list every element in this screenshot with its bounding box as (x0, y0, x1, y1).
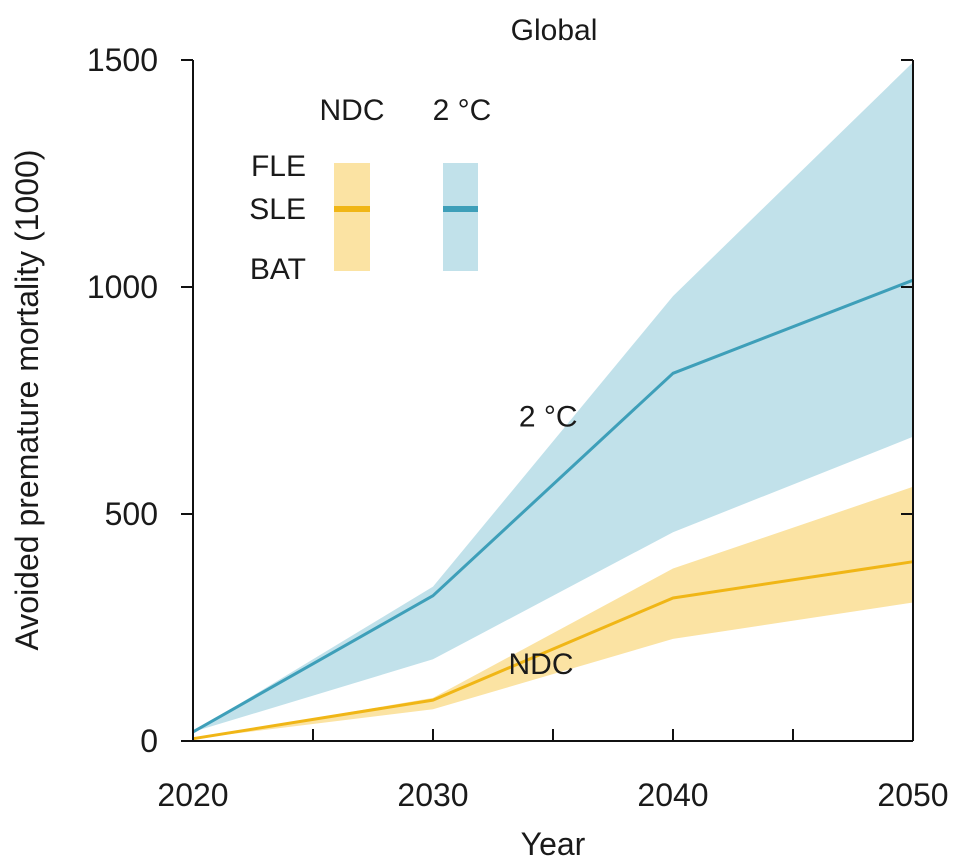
x-tick-label: 2050 (877, 777, 948, 813)
series-annotation: 2 °C (519, 400, 578, 433)
legend-row-sle: SLE (249, 193, 306, 226)
x-tick-label: 2030 (397, 777, 468, 813)
y-tick-label: 500 (105, 496, 158, 532)
y-axis-title: Avoided premature mortality (1000) (9, 150, 45, 651)
series-annotation: NDC (509, 648, 574, 681)
legend-2c-band (443, 163, 478, 271)
annotations: 2 °C NDC (509, 400, 578, 680)
legend-col-ndc: NDC (320, 94, 385, 127)
y-tick-label: 0 (140, 723, 158, 759)
series-line-ndc (192, 560, 914, 741)
legend-col-2c: 2 °C (433, 94, 492, 127)
x-tick-label: 2040 (637, 777, 708, 813)
series-line-2-c (192, 278, 914, 734)
legend-row-fle: FLE (251, 150, 306, 183)
legend-ndc-band (334, 163, 370, 271)
legend: NDC 2 °C FLE SLE BAT (249, 94, 491, 286)
y-tick-label: 1500 (87, 42, 158, 78)
axes: 2020 2030 2040 2050 0 500 1000 1500 (87, 42, 949, 813)
chart-title: Global (511, 14, 598, 47)
band-2-c (193, 62, 913, 732)
legend-row-bat: BAT (250, 253, 306, 286)
x-tick-label: 2020 (157, 777, 228, 813)
plot-area (192, 62, 914, 741)
band-ndc (193, 486, 913, 739)
y-tick-label: 1000 (87, 269, 158, 305)
x-axis-title: Year (521, 826, 586, 861)
